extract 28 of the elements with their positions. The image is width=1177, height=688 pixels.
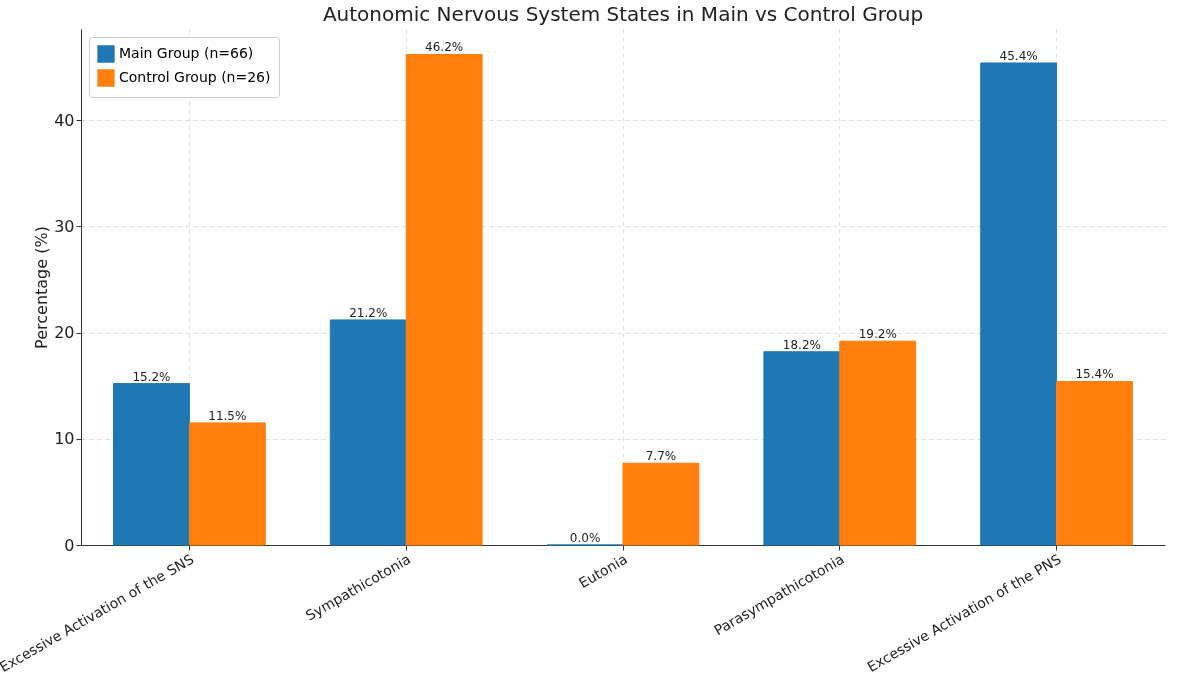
data-label: 21.2% <box>349 305 388 320</box>
y-tick-label: 0 <box>64 535 75 555</box>
bar <box>980 62 1058 546</box>
data-label: 7.7% <box>645 449 677 464</box>
data-label: 46.2% <box>425 40 464 55</box>
y-tick-label: 30 <box>54 216 75 236</box>
data-label: 45.4% <box>999 48 1038 63</box>
y-tick-label: 20 <box>54 323 75 343</box>
bar <box>839 340 917 546</box>
y-axis-title: Percentage (%) <box>32 226 52 349</box>
bar <box>113 383 190 546</box>
bar <box>622 462 700 546</box>
data-label: 15.2% <box>132 369 171 384</box>
data-label: 18.2% <box>782 337 821 352</box>
data-label: 0.0% <box>569 531 601 545</box>
legend-label: Main Group (n=66) <box>119 45 254 61</box>
y-tick-label: 40 <box>54 110 75 130</box>
y-tick-label: 10 <box>54 429 75 449</box>
bar <box>329 319 407 546</box>
chart-title: Autonomic Nervous System States in Main vs Control Group <box>322 2 924 26</box>
legend-label: Control Group (n=26) <box>119 69 271 85</box>
data-label: 19.2% <box>858 327 897 342</box>
data-label: 15.4% <box>1075 367 1114 382</box>
bar <box>405 53 483 546</box>
data-label: 11.5% <box>208 408 247 423</box>
bar <box>188 422 266 546</box>
bar <box>763 351 841 546</box>
bar <box>1056 380 1133 546</box>
